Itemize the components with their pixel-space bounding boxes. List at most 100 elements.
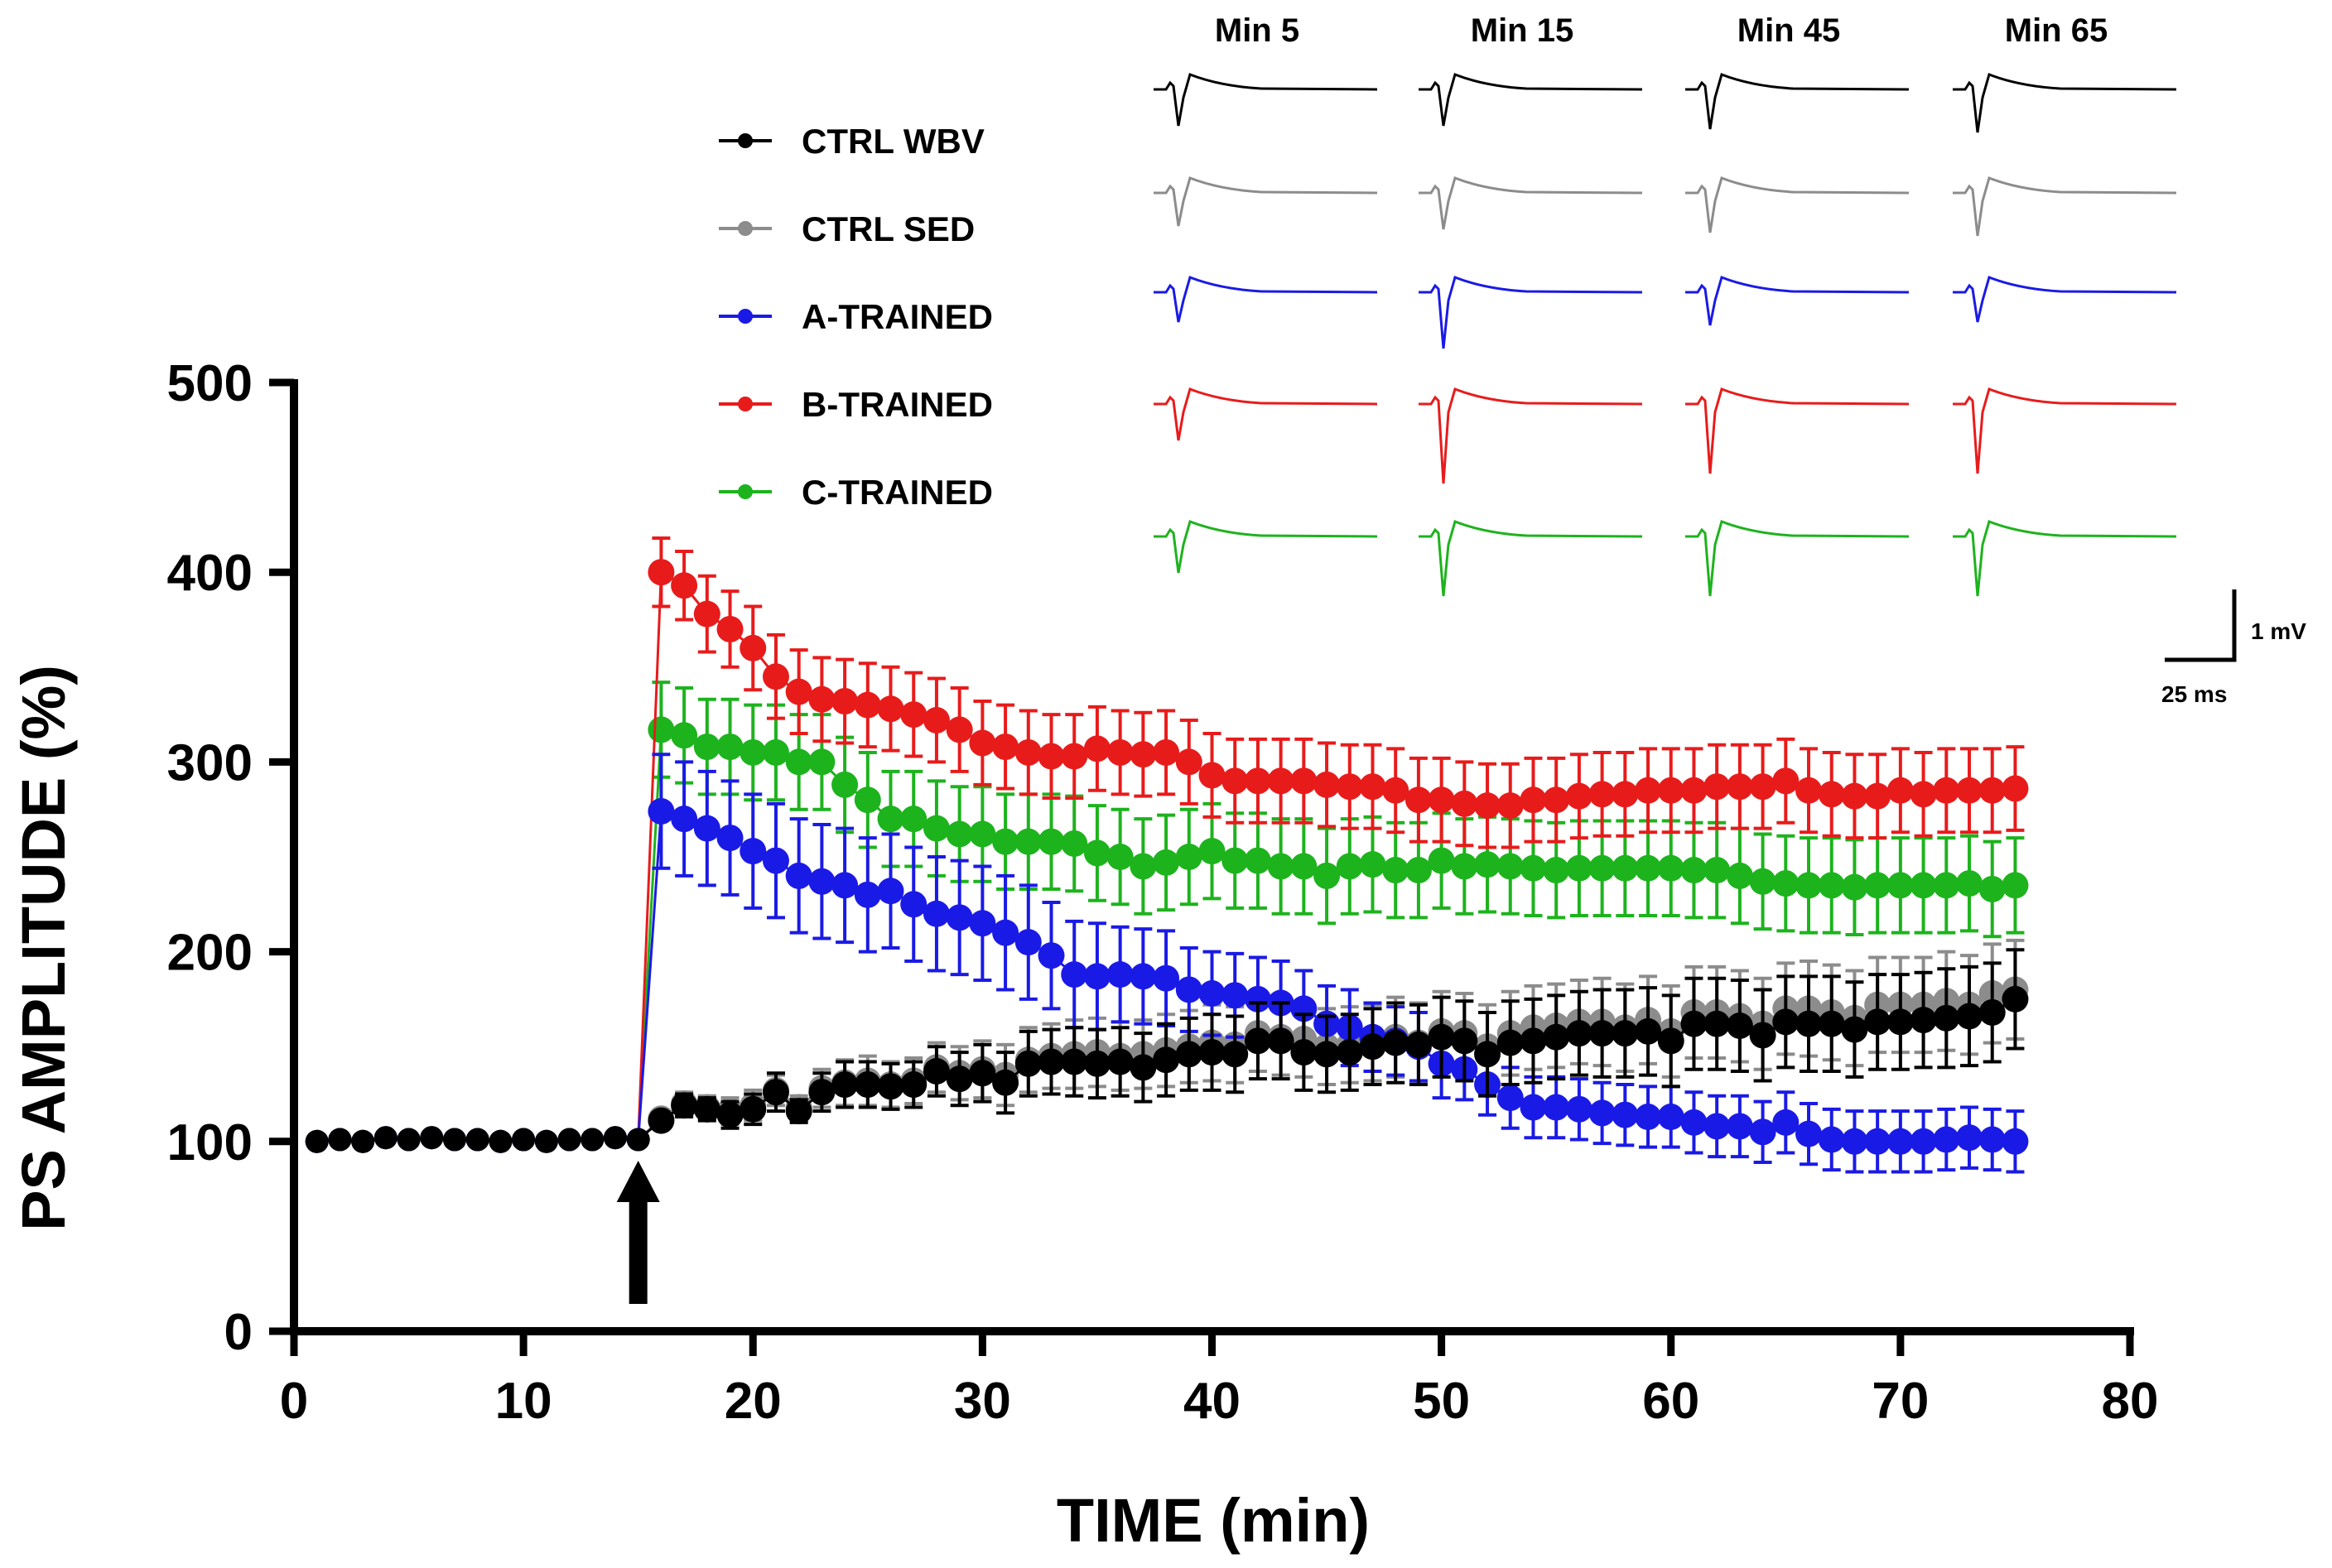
data-point — [1749, 1022, 1776, 1049]
data-point — [1635, 1104, 1662, 1131]
scale-bar-time: 25 ms — [2161, 681, 2227, 707]
data-point — [1244, 1027, 1271, 1055]
data-point — [1657, 777, 1684, 804]
data-point — [1680, 1010, 1708, 1037]
data-point — [716, 615, 744, 642]
scale-bar-lines — [2165, 589, 2237, 662]
data-point — [900, 891, 928, 918]
data-point — [648, 559, 675, 586]
data-point — [1933, 1004, 1960, 1032]
data-point — [1083, 963, 1111, 990]
axes: TIME (min) PS AMPLITUDE (%) 0 10 20 30 40 50 6… — [9, 355, 2158, 1555]
data-point — [1083, 1050, 1111, 1077]
data-point — [716, 825, 744, 852]
data-point — [992, 828, 1019, 855]
y-tick-label: 400 — [167, 545, 253, 602]
data-point — [716, 733, 744, 761]
data-point — [1198, 980, 1226, 1008]
x-tick-label: 30 — [954, 1373, 1011, 1430]
trace-a-trained — [1154, 276, 1378, 323]
data-point — [305, 1129, 329, 1153]
data-point — [351, 1129, 375, 1153]
legend-label: A-TRAINED — [802, 297, 993, 336]
data-point — [969, 729, 996, 757]
data-point — [1726, 862, 1753, 889]
data-point — [808, 868, 836, 895]
data-point — [1404, 1031, 1432, 1058]
legend-marker — [738, 397, 753, 411]
data-point — [992, 1069, 1019, 1096]
data-point — [1612, 781, 1639, 808]
data-point — [1130, 853, 1157, 880]
data-point — [1978, 777, 2006, 804]
data-point — [1382, 1029, 1409, 1056]
data-point — [1014, 738, 1042, 766]
data-point — [1106, 844, 1134, 870]
data-point — [1818, 1010, 1845, 1037]
data-point — [1336, 1039, 1363, 1066]
data-point — [831, 771, 859, 798]
data-point — [1106, 738, 1134, 766]
data-point — [1221, 767, 1249, 795]
data-point — [1290, 853, 1318, 880]
data-point — [1404, 786, 1432, 814]
x-tick-label: 0 — [280, 1373, 308, 1430]
x-tick-label: 50 — [1413, 1373, 1470, 1430]
data-point — [900, 1071, 928, 1099]
data-point — [1061, 1048, 1088, 1075]
data-point — [1014, 1050, 1042, 1077]
data-point — [854, 786, 881, 814]
data-point — [1061, 743, 1088, 770]
data-point — [1588, 781, 1616, 808]
data-point — [1886, 777, 1914, 804]
legend: CTRL WBV CTRL SED A-TRAINED B-TRAINED C-TRAI… — [719, 122, 993, 512]
legend-label: C-TRAINED — [802, 473, 993, 512]
data-point — [1313, 1041, 1341, 1068]
data-point — [1153, 738, 1180, 766]
data-point — [1198, 838, 1226, 865]
data-point — [877, 806, 904, 833]
data-point — [1221, 982, 1249, 1009]
data-point — [1841, 1128, 1868, 1155]
data-point — [671, 806, 698, 833]
data-point — [1635, 777, 1662, 804]
trace-a-trained — [1953, 276, 2177, 323]
data-point — [1153, 1046, 1180, 1074]
data-point — [1061, 830, 1088, 857]
data-point — [693, 815, 720, 842]
scale-bar-voltage: 1 mV — [2251, 618, 2306, 644]
data-point — [1038, 743, 1065, 770]
data-point — [1588, 1020, 1616, 1047]
legend-marker — [738, 309, 753, 324]
legend-label: CTRL SED — [802, 209, 975, 248]
data-point — [1543, 786, 1570, 814]
data-point — [1083, 839, 1111, 867]
data-point — [992, 919, 1019, 946]
data-point — [1520, 786, 1547, 814]
data-point — [808, 685, 836, 713]
data-point — [969, 910, 996, 937]
data-point — [1221, 1041, 1249, 1068]
data-point — [1382, 857, 1409, 884]
y-axis-title: PS AMPLITUDE (%) — [9, 665, 78, 1231]
data-point — [1956, 1124, 1983, 1152]
data-point — [854, 881, 881, 908]
data-point — [1244, 985, 1271, 1012]
data-point — [1543, 1094, 1570, 1121]
data-point — [1428, 847, 1455, 874]
legend-item-c-trained: C-TRAINED — [719, 473, 993, 512]
data-point — [1543, 857, 1570, 884]
arrow-head — [616, 1161, 660, 1202]
data-point — [1680, 777, 1708, 804]
data-point — [785, 1098, 812, 1125]
trace-a-trained — [1685, 276, 1910, 326]
data-point — [442, 1128, 466, 1152]
data-point — [1864, 1008, 1891, 1036]
legend-item-ctrl-sed: CTRL SED — [719, 209, 975, 248]
data-point — [831, 688, 859, 715]
data-point — [512, 1128, 536, 1152]
trace-c-trained — [1154, 520, 1378, 574]
data-point — [1635, 1017, 1662, 1045]
trace-ctrl-wbv — [1685, 73, 1910, 130]
data-point — [1014, 929, 1042, 956]
